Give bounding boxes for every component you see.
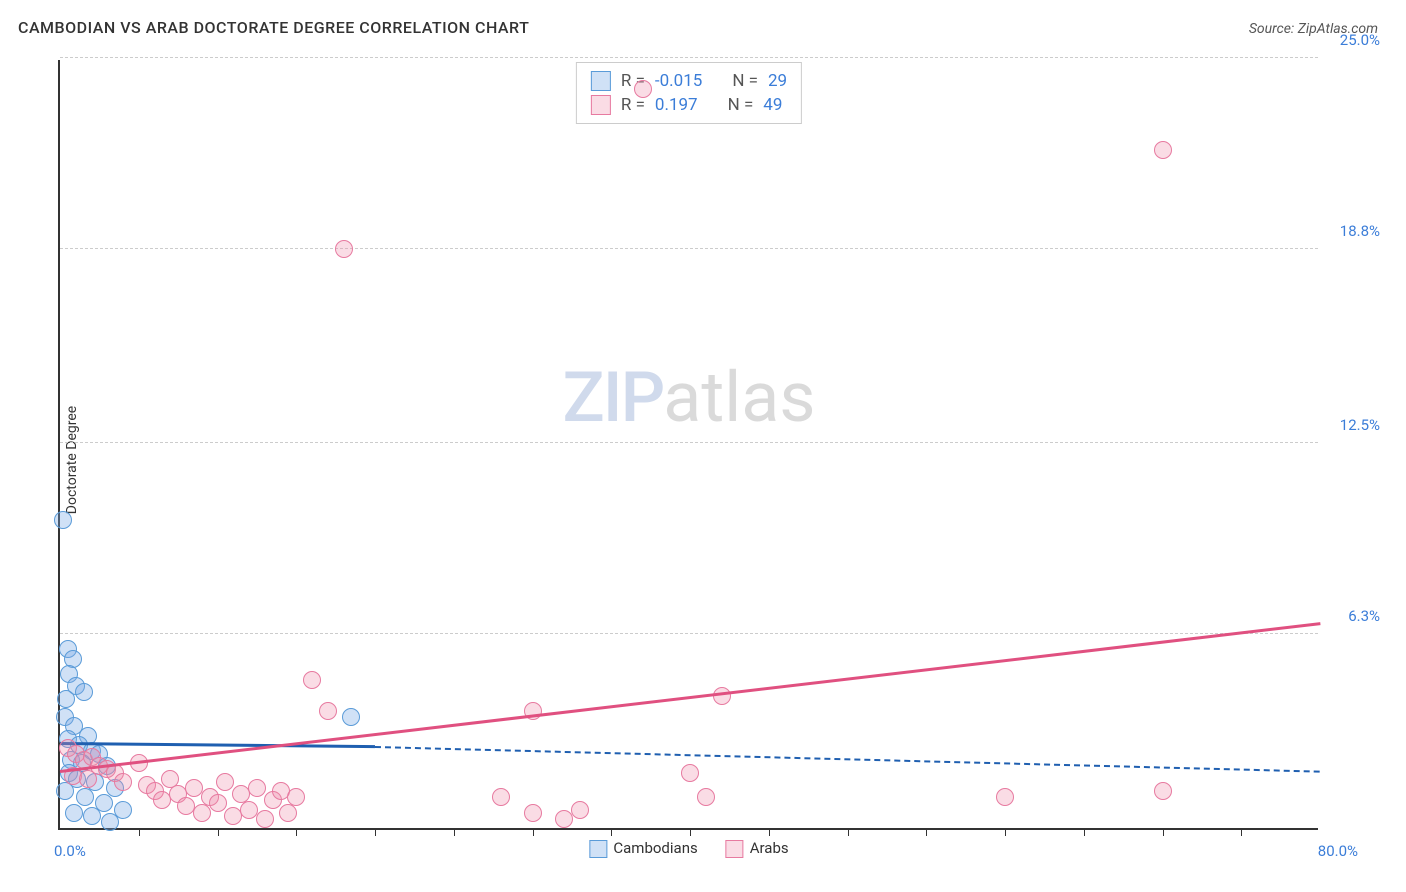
plot-area: ZIPatlas R = -0.015 N = 29 R = 0.197 N =… bbox=[58, 60, 1318, 830]
x-tick bbox=[454, 828, 455, 836]
stats-row: R = -0.015 N = 29 bbox=[591, 69, 787, 93]
data-point bbox=[697, 788, 715, 806]
r-value: 0.197 bbox=[655, 95, 698, 115]
x-tick bbox=[690, 828, 691, 836]
data-point bbox=[65, 804, 83, 822]
gridline bbox=[60, 633, 1318, 634]
data-point bbox=[634, 80, 652, 98]
data-point bbox=[303, 671, 321, 689]
legend-item: Cambodians bbox=[589, 839, 697, 858]
y-tick-label: 18.8% bbox=[1340, 222, 1380, 240]
y-tick-label: 25.0% bbox=[1340, 31, 1380, 49]
x-tick bbox=[1084, 828, 1085, 836]
data-point bbox=[335, 240, 353, 258]
trend-line bbox=[375, 746, 1320, 773]
data-point bbox=[1154, 141, 1172, 159]
x-max-label: 80.0% bbox=[1318, 842, 1358, 860]
data-point bbox=[256, 810, 274, 828]
data-point bbox=[342, 708, 360, 726]
y-tick-label: 12.5% bbox=[1340, 416, 1380, 434]
data-point bbox=[492, 788, 510, 806]
x-tick bbox=[1241, 828, 1242, 836]
data-point bbox=[57, 690, 75, 708]
x-tick bbox=[533, 828, 534, 836]
n-value: 49 bbox=[763, 95, 782, 115]
watermark: ZIPatlas bbox=[563, 357, 816, 439]
data-point bbox=[571, 801, 589, 819]
x-tick bbox=[611, 828, 612, 836]
x-tick bbox=[926, 828, 927, 836]
data-point bbox=[56, 782, 74, 800]
legend-item: Arabs bbox=[726, 839, 789, 858]
data-point bbox=[101, 813, 119, 831]
n-value: 29 bbox=[768, 71, 787, 91]
data-point bbox=[114, 773, 132, 791]
x-tick bbox=[1163, 828, 1164, 836]
data-point bbox=[524, 804, 542, 822]
data-point bbox=[319, 702, 337, 720]
chart-header: CAMBODIAN VS ARAB DOCTORATE DEGREE CORRE… bbox=[0, 0, 1406, 45]
series-swatch bbox=[591, 95, 611, 115]
data-point bbox=[1154, 782, 1172, 800]
x-tick bbox=[848, 828, 849, 836]
data-point bbox=[76, 788, 94, 806]
x-min-label: 0.0% bbox=[54, 842, 86, 860]
x-tick bbox=[296, 828, 297, 836]
data-point bbox=[75, 683, 93, 701]
trend-line bbox=[60, 622, 1320, 772]
gridline bbox=[60, 442, 1318, 443]
data-point bbox=[216, 773, 234, 791]
x-tick bbox=[769, 828, 770, 836]
x-tick bbox=[139, 828, 140, 836]
r-value: -0.015 bbox=[655, 71, 702, 91]
series-swatch bbox=[726, 840, 744, 858]
series-swatch bbox=[591, 71, 611, 91]
series-swatch bbox=[589, 840, 607, 858]
stats-row: R = 0.197 N = 49 bbox=[591, 93, 787, 117]
gridline bbox=[60, 248, 1318, 249]
data-point bbox=[79, 770, 97, 788]
data-point bbox=[209, 794, 227, 812]
data-point bbox=[248, 779, 266, 797]
gridline bbox=[60, 57, 1318, 58]
stats-legend-box: R = -0.015 N = 29 R = 0.197 N = 49 bbox=[576, 62, 802, 124]
trend-line bbox=[60, 742, 375, 748]
data-point bbox=[681, 764, 699, 782]
data-point bbox=[83, 807, 101, 825]
y-tick-label: 6.3% bbox=[1348, 607, 1380, 625]
chart-container: Doctorate Degree ZIPatlas R = -0.015 N =… bbox=[18, 50, 1388, 870]
data-point bbox=[279, 804, 297, 822]
x-tick bbox=[1005, 828, 1006, 836]
series-legend: Cambodians Arabs bbox=[589, 839, 788, 858]
chart-title: CAMBODIAN VS ARAB DOCTORATE DEGREE CORRE… bbox=[18, 18, 529, 37]
data-point bbox=[996, 788, 1014, 806]
x-tick bbox=[218, 828, 219, 836]
x-tick bbox=[375, 828, 376, 836]
data-point bbox=[287, 788, 305, 806]
data-point bbox=[54, 511, 72, 529]
